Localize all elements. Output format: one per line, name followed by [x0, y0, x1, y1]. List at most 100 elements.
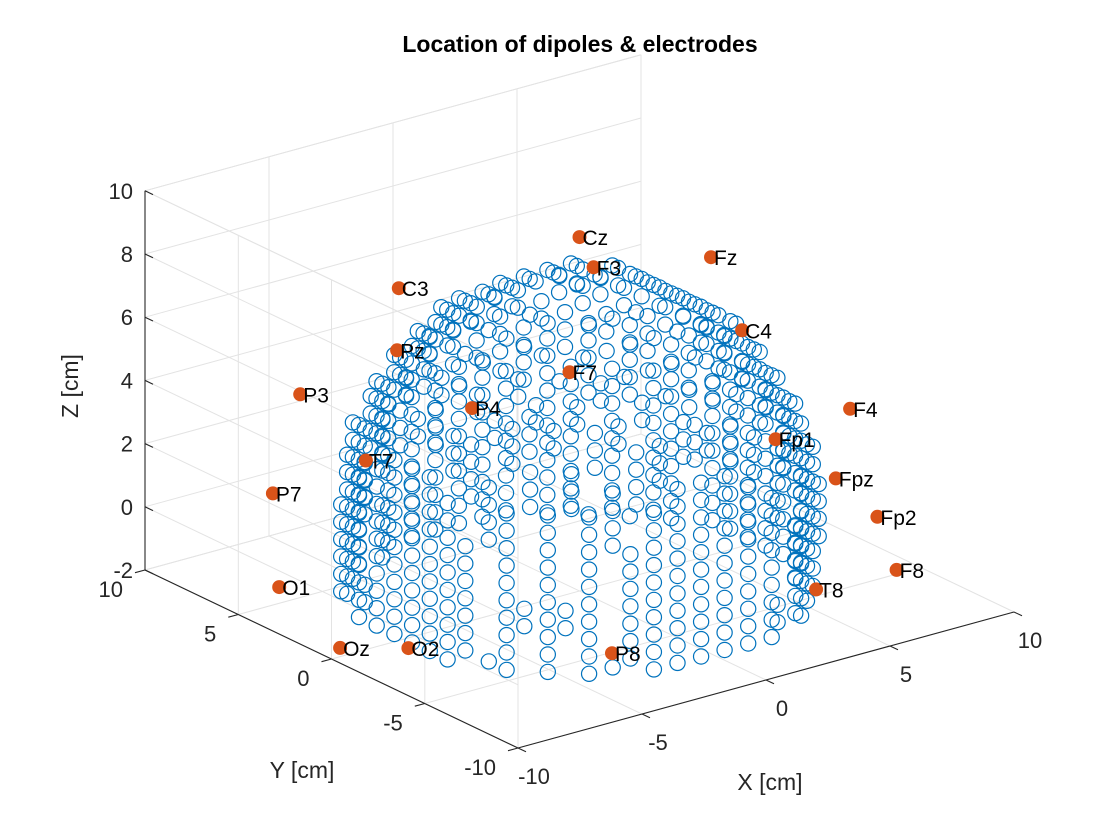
- side-wall-gridline: [144, 316, 519, 496]
- dipole-marker: [474, 386, 491, 404]
- dipole-marker: [427, 436, 444, 454]
- dipole-marker: [669, 585, 686, 602]
- dipole-marker: [580, 526, 598, 544]
- dipole-marker: [775, 460, 792, 477]
- dipole-marker: [439, 651, 456, 668]
- dipole-marker: [527, 273, 544, 290]
- dipole-marker: [721, 503, 739, 520]
- dipole-marker: [521, 481, 539, 498]
- dipole-marker: [403, 388, 420, 406]
- dipole-marker: [662, 423, 680, 440]
- dipole-marker: [603, 377, 621, 395]
- dipole-marker: [433, 387, 450, 404]
- dipole-marker: [521, 408, 538, 426]
- dipole-marker: [769, 492, 786, 509]
- dipole-marker: [645, 432, 662, 449]
- dipole-marker: [580, 384, 597, 401]
- dipole-marker: [722, 453, 739, 470]
- dipole-marker: [716, 485, 733, 502]
- dipole-marker: [704, 425, 721, 442]
- dipole-marker: [739, 424, 757, 442]
- electrode-marker: [735, 323, 750, 338]
- dipole-marker: [374, 411, 391, 428]
- dipole-marker: [539, 507, 557, 524]
- dipole-marker: [539, 628, 557, 646]
- dipole-marker: [692, 544, 710, 561]
- electrode-label: T7: [369, 451, 394, 474]
- dipole-marker: [651, 455, 669, 472]
- dipole-marker: [421, 486, 438, 503]
- dipole-marker: [740, 531, 757, 548]
- dipole-marker: [498, 557, 515, 574]
- electrode-marker: [586, 260, 601, 275]
- dipole-marker: [515, 354, 532, 371]
- side-wall-gridline: [144, 379, 519, 559]
- dipole-marker: [444, 338, 462, 356]
- dipole-marker: [669, 637, 686, 654]
- dipole-marker: [539, 347, 556, 364]
- side-wall-gridline: [144, 506, 519, 686]
- dipole-marker: [563, 500, 580, 518]
- dipole-marker: [692, 613, 710, 630]
- dipole-marker: [675, 413, 692, 431]
- dipoles: [333, 255, 827, 683]
- dipole-marker: [698, 353, 715, 370]
- dipole-marker: [563, 466, 580, 483]
- dipole-marker: [498, 592, 515, 609]
- electrode-label: T8: [819, 579, 844, 602]
- electrode-marker: [809, 582, 824, 597]
- dipole-marker: [562, 462, 580, 480]
- z-tick-label: -2: [113, 558, 133, 583]
- electrode-marker: [358, 453, 373, 468]
- dipole-marker: [792, 536, 810, 554]
- electrode-marker: [605, 646, 619, 661]
- dipole-marker: [680, 327, 698, 344]
- dipole-marker: [639, 307, 656, 325]
- electrode-label: Pz: [400, 340, 425, 363]
- dipole-marker: [669, 620, 686, 637]
- dipole-marker: [557, 602, 574, 620]
- dipole-marker: [757, 485, 774, 502]
- dipole-marker: [409, 410, 427, 428]
- dipole-marker: [403, 406, 420, 423]
- dipole-marker: [740, 635, 757, 652]
- dipole-marker: [580, 544, 598, 561]
- dipole-marker: [763, 576, 780, 594]
- dipole-marker: [450, 462, 468, 480]
- dipole-marker: [810, 493, 827, 510]
- x-tick: [889, 645, 899, 651]
- dipole-marker: [633, 288, 650, 305]
- dipole-marker: [403, 616, 421, 634]
- dipole-marker: [628, 461, 645, 478]
- dipole-marker: [615, 279, 633, 296]
- dipole-marker: [586, 459, 604, 476]
- dipole-marker: [734, 371, 751, 388]
- z-tick: [144, 316, 154, 322]
- dipole-marker: [622, 615, 639, 632]
- axes: [134, 190, 1023, 753]
- electrode-label: Fz: [714, 247, 737, 270]
- dipole-marker: [403, 547, 421, 564]
- dipole-marker: [580, 630, 598, 648]
- dipole-marker: [792, 554, 810, 571]
- dipole-marker: [622, 336, 639, 353]
- dipole-marker: [722, 418, 739, 435]
- y-tick: [134, 569, 146, 574]
- dipole-marker: [498, 522, 515, 540]
- dipole-marker: [456, 345, 474, 363]
- dipole-marker: [509, 299, 527, 316]
- dipole-marker: [521, 464, 539, 481]
- dipole-marker: [580, 506, 597, 523]
- dipole-marker: [740, 618, 757, 635]
- electrode-label: Fp2: [880, 507, 916, 530]
- dipole-marker: [580, 648, 598, 665]
- dipole-marker: [498, 661, 515, 679]
- dipole-marker: [692, 526, 710, 544]
- dipole-marker: [692, 509, 710, 526]
- dipole-marker: [427, 419, 444, 436]
- dipole-marker: [445, 462, 462, 479]
- dipole-marker: [662, 405, 680, 423]
- dipole-marker: [486, 289, 503, 306]
- dipole-marker: [498, 644, 515, 661]
- dipole-marker: [462, 488, 480, 505]
